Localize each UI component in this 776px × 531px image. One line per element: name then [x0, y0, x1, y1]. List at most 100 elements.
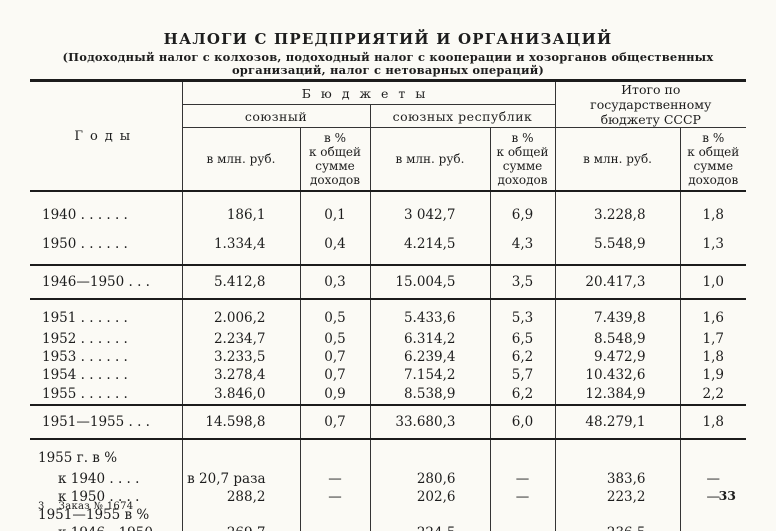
year-cell: 1946—1950 . . . [42, 274, 150, 290]
value-cell: 0,7 [299, 405, 370, 439]
section-growth-ratios: 1955 г. в % к 1940 . . . . в 20,7 раза —… [30, 439, 747, 531]
value-cell: 1,3 [679, 230, 747, 265]
value-cell: 3.233,5 [181, 348, 300, 366]
column-header-years: Годы [30, 80, 183, 192]
value-cell: 8.538,9 [369, 384, 490, 405]
value-cell: 5.433,6 [369, 299, 490, 330]
table-row: 1951—1955 . . . 14.598,8 0,7 33.680,3 6,… [30, 405, 747, 439]
value-cell: 0,5 [299, 330, 370, 348]
value-cell: 20.417,3 [554, 265, 681, 299]
value-cell [489, 439, 556, 470]
value-cell: 6,0 [489, 405, 556, 439]
value-cell: 48.279,1 [554, 405, 681, 439]
table-row: к 1940 . . . . в 20,7 раза — 280,6 — 383… [30, 470, 747, 488]
value-cell: 3 042,7 [369, 191, 490, 230]
ratio-base-cell: к 1950 . . . . [58, 489, 140, 505]
column-header-total-ussr-budget: Итого по государственному бюджету СССР [554, 80, 747, 128]
value-cell: 6,2 [489, 348, 556, 366]
table-header: Годы Бюджеты Итого по государственному б… [30, 80, 747, 192]
value-cell: 6,2 [489, 384, 556, 405]
table-row: 1954 . . . . . . 3.278,4 0,7 7.154,2 5,7… [30, 366, 747, 384]
year-cell: 1951—1955 . . . [42, 414, 150, 430]
value-cell: — [489, 470, 556, 488]
sheet-number: 3 [38, 501, 45, 512]
value-cell: 1,8 [679, 405, 747, 439]
value-cell [554, 506, 681, 524]
column-header-total-mln-rub: в млн. руб. [554, 127, 681, 192]
page-title: НАЛОГИ С ПРЕДПРИЯТИЙ И ОРГАНИЗАЦИЙ [163, 30, 613, 48]
value-cell: 10.432,6 [554, 366, 681, 384]
ratio-group-label: 1951—1955 в % [38, 507, 150, 523]
year-cell: 1951 . . . . . . [42, 310, 128, 326]
value-cell: 5,7 [489, 366, 556, 384]
column-header-budgets: Бюджеты [182, 80, 556, 106]
header-row-units: в млн. руб. в % к общей сумме доходов в … [30, 127, 747, 192]
order-number: Заказ № 1674 [58, 501, 134, 512]
column-header-union-budget: союзный [182, 104, 370, 128]
value-cell: 15.004,5 [369, 265, 490, 299]
table-row: 1946—1950 . . . 5.412,8 0,3 15.004,5 3,5… [30, 265, 747, 299]
value-cell: 5.548,9 [554, 230, 681, 265]
value-cell: — [299, 488, 370, 506]
section-period-1946-1950: 1946—1950 . . . 5.412,8 0,3 15.004,5 3,5… [30, 265, 747, 299]
value-cell: 12.384,9 [554, 384, 681, 405]
value-cell [299, 506, 370, 524]
value-cell: 1,6 [679, 299, 747, 330]
value-cell: 1,9 [679, 366, 747, 384]
value-cell: — [489, 488, 556, 506]
section-period-1951-1955: 1951—1955 . . . 14.598,8 0,7 33.680,3 6,… [30, 405, 747, 439]
value-cell: 383,6 [554, 470, 681, 488]
value-cell: 0,7 [299, 366, 370, 384]
column-header-total-pct-of-income: в % к общей сумме доходов [679, 127, 747, 192]
value-cell: 8.548,9 [554, 330, 681, 348]
value-cell [369, 439, 490, 470]
value-cell: 3.846,0 [181, 384, 300, 405]
year-cell: 1955 . . . . . . [42, 386, 128, 402]
table-row: 1951—1955 в % [30, 506, 747, 524]
value-cell: 3,5 [489, 265, 556, 299]
table-row: к 1950 . . . . 288,2 — 202,6 — 223,2 — [30, 488, 747, 506]
value-cell: — [299, 524, 370, 531]
ratio-base-cell: к 1940 . . . . [58, 471, 140, 487]
print-order-note: 3 Заказ № 1674 [38, 501, 133, 512]
value-cell [679, 439, 747, 470]
value-cell: 1,8 [679, 348, 747, 366]
value-cell: 5,3 [489, 299, 556, 330]
tax-table: Годы Бюджеты Итого по государственному б… [30, 79, 747, 531]
column-header-republic-budgets: союзных республик [369, 104, 556, 128]
year-cell: 1940 . . . . . . [42, 207, 128, 223]
value-cell: 280,6 [369, 470, 490, 488]
value-cell [554, 439, 681, 470]
ratio-group-label: 1955 г. в % [38, 450, 118, 466]
value-cell: — [679, 470, 747, 488]
value-cell: 236,5 [554, 524, 681, 531]
value-cell [181, 439, 300, 470]
value-cell [299, 439, 370, 470]
value-cell: 0,4 [299, 230, 370, 265]
table-row: 1952 . . . . . . 2.234,7 0,5 6.314,2 6,5… [30, 330, 747, 348]
value-cell: 1.334,4 [181, 230, 300, 265]
value-cell: 3.228,8 [554, 191, 681, 230]
value-cell: 0,7 [299, 348, 370, 366]
section-single-years-1951-1955: 1951 . . . . . . 2.006,2 0,5 5.433,6 5,3… [30, 299, 747, 405]
value-cell: 9.472,9 [554, 348, 681, 366]
value-cell: 33.680,3 [369, 405, 490, 439]
column-header-republics-mln-rub: в млн. руб. [369, 127, 490, 192]
value-cell: — [679, 524, 747, 531]
value-cell: 0,3 [299, 265, 370, 299]
value-cell: 223,2 [554, 488, 681, 506]
value-cell: 288,2 [181, 488, 300, 506]
column-header-republics-pct-of-income: в % к общей сумме доходов [489, 127, 556, 192]
value-cell: 7.154,2 [369, 366, 490, 384]
value-cell: 6.239,4 [369, 348, 490, 366]
page-number: 33 [718, 488, 736, 503]
table-row: 1951 . . . . . . 2.006,2 0,5 5.433,6 5,3… [30, 299, 747, 330]
column-header-union-mln-rub: в млн. руб. [182, 127, 300, 192]
table-row: 1955 г. в % [30, 439, 747, 470]
page-subtitle: (Подоходный налог с колхозов, подоходный… [62, 50, 714, 77]
value-cell: 2.006,2 [181, 299, 300, 330]
value-cell: 0,1 [299, 191, 370, 230]
value-cell: в 20,7 раза [181, 470, 300, 488]
value-cell: 6.314,2 [369, 330, 490, 348]
value-cell: 3.278,4 [181, 366, 300, 384]
